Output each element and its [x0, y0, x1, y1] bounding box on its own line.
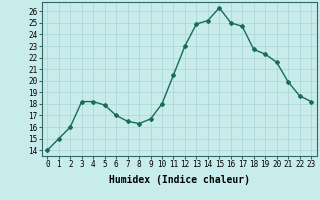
X-axis label: Humidex (Indice chaleur): Humidex (Indice chaleur): [109, 175, 250, 185]
